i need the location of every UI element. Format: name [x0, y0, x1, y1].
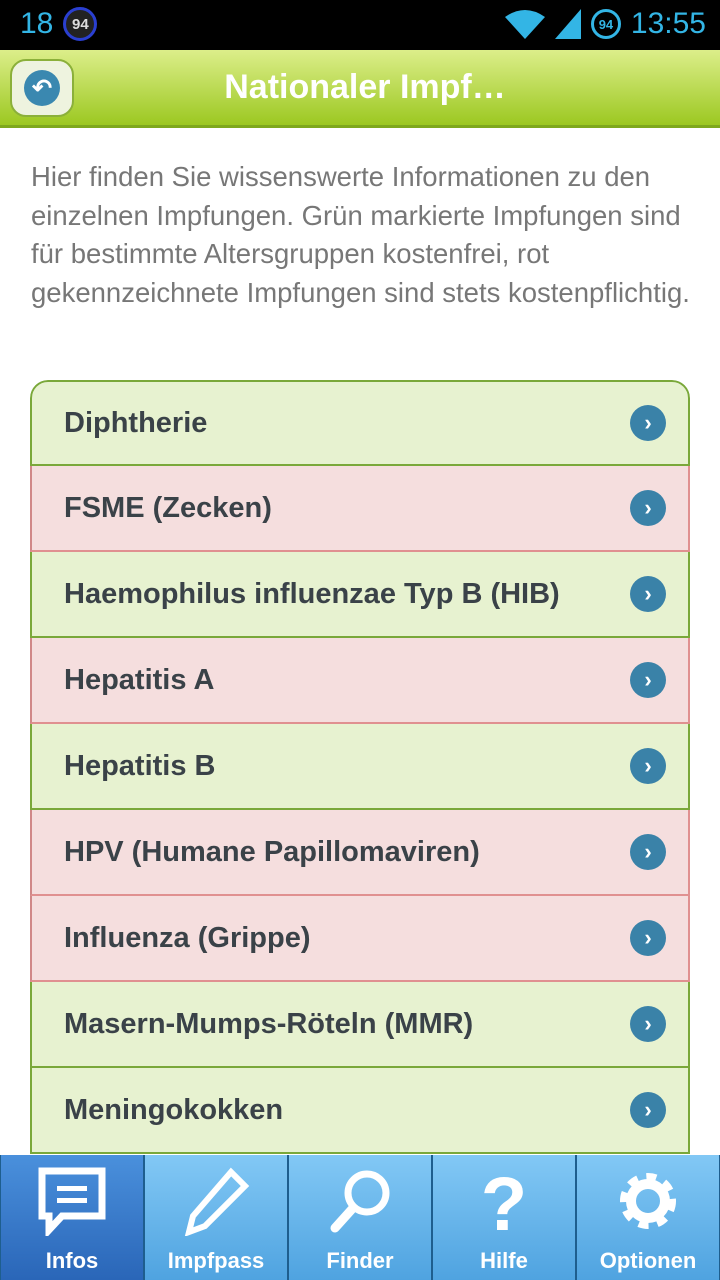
app-header: ↶ Nationaler Impf…	[0, 50, 720, 128]
tab-infos[interactable]: Infos	[1, 1155, 143, 1280]
vaccine-label: FSME (Zecken)	[64, 491, 272, 524]
tab-label: Infos	[45, 1248, 99, 1273]
clock: 13:55	[630, 7, 706, 40]
vaccine-list-item[interactable]: FSME (Zecken) ›	[30, 466, 690, 552]
vaccine-list-item[interactable]: Hepatitis B ›	[30, 724, 690, 810]
vaccine-label: Diphtherie	[64, 406, 208, 439]
vaccine-label: Haemophilus influenzae Typ B (HIB)	[64, 577, 560, 610]
status-bar: 18 94 94 13:55	[0, 0, 720, 50]
svg-text:?: ?	[481, 1166, 527, 1236]
bottom-tab-bar: Infos Impfpass Finder? Hilfe Optionen	[0, 1155, 720, 1280]
page-title: Nationaler Impf…	[224, 68, 506, 106]
tab-label: Optionen	[599, 1248, 697, 1273]
notification-badge: 94	[63, 7, 98, 41]
chat-icon	[37, 1166, 107, 1248]
tab-hilfe[interactable]: ? Hilfe	[433, 1155, 575, 1280]
tab-label: Impfpass	[167, 1248, 265, 1273]
wifi-icon	[504, 10, 545, 39]
vaccine-label: HPV (Humane Papillomaviren)	[64, 835, 480, 868]
vaccine-list-item[interactable]: Haemophilus influenzae Typ B (HIB) ›	[30, 552, 690, 638]
pencil-icon	[181, 1166, 251, 1248]
tab-optionen[interactable]: Optionen	[577, 1155, 719, 1280]
chevron-right-icon: ›	[630, 920, 666, 956]
tab-label: Finder	[326, 1248, 394, 1273]
tab-impfpass[interactable]: Impfpass	[145, 1155, 287, 1280]
help-icon: ?	[469, 1162, 539, 1248]
back-button[interactable]: ↶	[10, 59, 74, 117]
chevron-right-icon: ›	[630, 405, 666, 441]
vaccine-list-item[interactable]: HPV (Humane Papillomaviren) ›	[30, 810, 690, 896]
gear-icon	[613, 1166, 683, 1248]
chevron-right-icon: ›	[630, 490, 666, 526]
vaccine-label: Meningokokken	[64, 1093, 284, 1126]
vaccine-list-item[interactable]: Diphtherie ›	[30, 380, 690, 466]
vaccine-label: Hepatitis B	[64, 749, 216, 782]
signal-icon	[554, 9, 581, 39]
chevron-right-icon: ›	[630, 576, 666, 612]
chevron-right-icon: ›	[630, 748, 666, 784]
chevron-right-icon: ›	[630, 1006, 666, 1042]
back-arrow-icon: ↶	[24, 70, 60, 106]
chevron-right-icon: ›	[630, 1092, 666, 1128]
vaccine-list-item[interactable]: Meningokokken ›	[30, 1068, 690, 1154]
status-number: 18	[20, 7, 54, 40]
vaccine-label: Hepatitis A	[64, 663, 215, 696]
intro-text: Hier finden Sie wissenswerte Information…	[31, 161, 690, 308]
tab-finder[interactable]: Finder	[289, 1155, 431, 1280]
battery-icon: 94	[590, 9, 621, 39]
vaccine-label: Influenza (Grippe)	[64, 921, 311, 954]
vaccine-list: Diphtherie › FSME (Zecken) › Haemophilus inf…	[30, 380, 690, 1154]
vaccine-list-item[interactable]: Masern-Mumps-Röteln (MMR) ›	[30, 982, 690, 1068]
vaccine-list-item[interactable]: Influenza (Grippe) ›	[30, 896, 690, 982]
chevron-right-icon: ›	[630, 834, 666, 870]
search-icon	[325, 1166, 395, 1248]
vaccine-label: Masern-Mumps-Röteln (MMR)	[64, 1007, 474, 1040]
chevron-right-icon: ›	[630, 662, 666, 698]
tab-label: Hilfe	[480, 1248, 528, 1273]
vaccine-list-item[interactable]: Hepatitis A ›	[30, 638, 690, 724]
